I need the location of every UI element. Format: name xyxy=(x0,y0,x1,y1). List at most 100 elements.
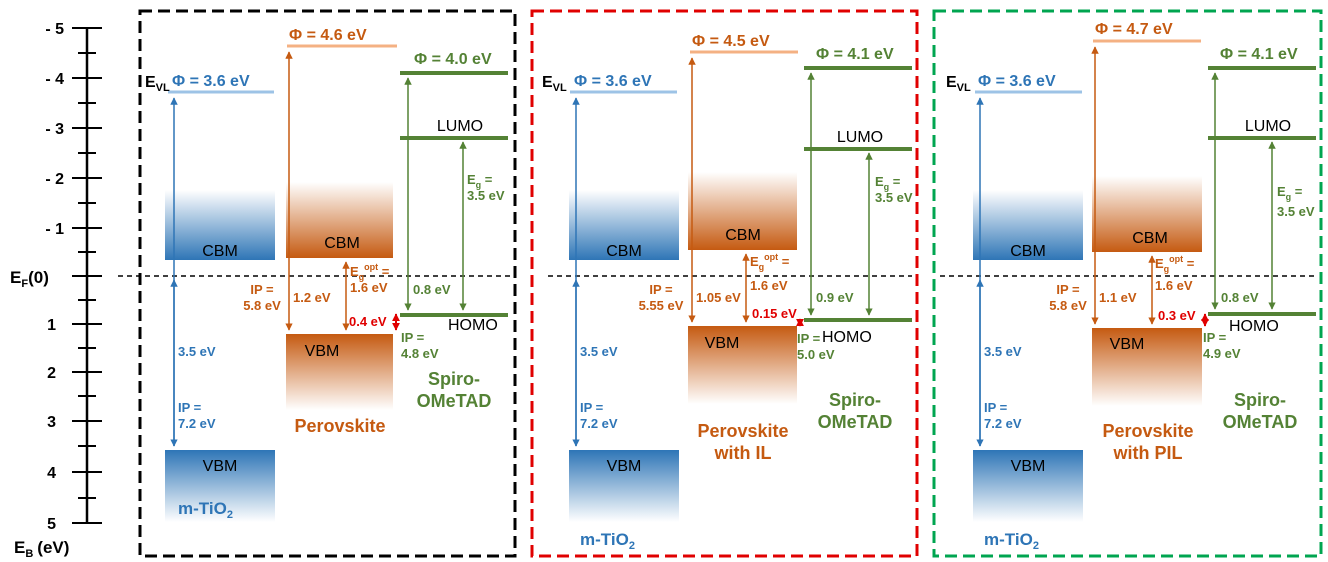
perovskite-conduction-band xyxy=(1092,176,1202,252)
spiro-ip-value: 4.8 eV xyxy=(401,346,439,361)
tio2-cbm-label: CBM xyxy=(606,243,642,260)
spiro-work-function: Φ = 4.1 eV xyxy=(816,46,894,63)
tio2-work-function: Φ = 3.6 eV xyxy=(172,73,250,90)
tio2-valence-band xyxy=(165,450,275,522)
tio2-ip-value: 7.2 eV xyxy=(984,416,1022,431)
spiro-name-line-1: Spiro- xyxy=(1234,390,1286,410)
tick-label: 2 xyxy=(47,365,56,382)
tio2-ip-value: 7.2 eV xyxy=(178,416,216,431)
tio2-valence-band xyxy=(973,450,1083,522)
perovskite-cbm-label: CBM xyxy=(1132,230,1168,247)
perovskite-name-line-1: Perovskite xyxy=(697,421,788,441)
spiro-gap-value: 3.5 eV xyxy=(1277,204,1315,219)
spiro-ip-value: 5.0 eV xyxy=(797,347,835,362)
energy-axis: - 5 - 4 - 3 - 2 - 1 1 2 3 4 5 EF(0) EB (e… xyxy=(10,21,102,560)
perovskite-ip-label: IP = xyxy=(250,282,274,297)
perovskite-fermi-vbm: 1.2 eV xyxy=(293,290,331,305)
valence-band-offset: 0.4 eV xyxy=(349,314,387,329)
spiro-gap-label: Eg = xyxy=(875,174,901,192)
spiro-lumo-label: LUMO xyxy=(1245,118,1291,135)
perovskite-optical-gap-label: Egopt = xyxy=(1155,254,1195,274)
tick-label: 4 xyxy=(47,465,56,482)
perovskite-name: Perovskite xyxy=(294,416,385,436)
perovskite-work-function: Φ = 4.6 eV xyxy=(289,27,367,44)
spiro-fermi-homo: 0.9 eV xyxy=(816,290,854,305)
fermi-level-label: EF(0) xyxy=(10,268,49,290)
perovskite-optical-gap-value: 1.6 eV xyxy=(1155,278,1193,293)
spiro-ip-label: IP = xyxy=(797,331,821,346)
spiro-name-line-1: Spiro- xyxy=(428,369,480,389)
spiro-work-function: Φ = 4.0 eV xyxy=(414,51,492,68)
panel-perovskite-with-pil: EVL Φ = 3.6 eV CBM VBM 3.5 eV IP = 7.2 e… xyxy=(932,9,1323,558)
tio2-ip-label: IP = xyxy=(580,400,604,415)
vacuum-level-label: EVL xyxy=(946,74,971,94)
perovskite-cbm-label: CBM xyxy=(324,235,360,252)
tio2-name: m-TiO2 xyxy=(178,499,233,521)
tio2-ip-value: 7.2 eV xyxy=(580,416,618,431)
perovskite-work-function: Φ = 4.7 eV xyxy=(1095,21,1173,38)
tio2-work-function: Φ = 3.6 eV xyxy=(978,73,1056,90)
tio2-name: m-TiO2 xyxy=(984,530,1039,552)
perovskite-work-function: Φ = 4.5 eV xyxy=(692,33,770,50)
perovskite-conduction-band xyxy=(688,172,797,250)
perovskite-fermi-vbm: 1.05 eV xyxy=(696,290,741,305)
perovskite-name-line-2: with IL xyxy=(714,443,772,463)
spiro-fermi-homo: 0.8 eV xyxy=(1221,290,1259,305)
panel-border xyxy=(932,9,1323,558)
perovskite-valence-band xyxy=(286,334,393,410)
perovskite-optical-gap-label: Egopt = xyxy=(750,252,790,272)
perovskite-name-line-1: Perovskite xyxy=(1102,421,1193,441)
spiro-homo-label: HOMO xyxy=(448,317,498,334)
perovskite-cbm-label: CBM xyxy=(725,227,761,244)
tio2-vbm-label: VBM xyxy=(1011,458,1046,475)
valence-band-offset: 0.3 eV xyxy=(1158,308,1196,323)
tick-label: - 2 xyxy=(45,171,64,188)
spiro-name-line-1: Spiro- xyxy=(829,390,881,410)
tio2-gap-value: 3.5 eV xyxy=(580,344,618,359)
binding-energy-label: EB (eV) xyxy=(14,538,69,560)
spiro-name-line-2: OMeTAD xyxy=(1223,412,1298,432)
tio2-vbm-label: VBM xyxy=(203,458,238,475)
spiro-gap-label: Eg = xyxy=(467,172,493,190)
perovskite-name-line-2: with PIL xyxy=(1113,443,1183,463)
spiro-homo-label: HOMO xyxy=(822,329,872,346)
tick-label: - 3 xyxy=(45,121,64,138)
spiro-ip-label: IP = xyxy=(1203,330,1227,345)
tio2-conduction-band xyxy=(165,190,275,260)
tio2-gap-value: 3.5 eV xyxy=(178,344,216,359)
tick-label: 3 xyxy=(47,414,56,431)
spiro-ip-value: 4.9 eV xyxy=(1203,346,1241,361)
perovskite-ip-label: IP = xyxy=(1056,282,1080,297)
tio2-cbm-label: CBM xyxy=(1010,243,1046,260)
tick-label: 5 xyxy=(47,516,56,533)
perovskite-vbm-label: VBM xyxy=(305,343,340,360)
tio2-name: m-TiO2 xyxy=(580,530,635,552)
vacuum-level-label: EVL xyxy=(145,74,170,94)
tick-label: - 5 xyxy=(45,21,64,38)
tio2-conduction-band xyxy=(973,190,1083,260)
tio2-cbm-label: CBM xyxy=(202,243,238,260)
perovskite-valence-band xyxy=(688,326,797,404)
tio2-work-function: Φ = 3.6 eV xyxy=(574,73,652,90)
tio2-ip-label: IP = xyxy=(178,400,202,415)
tio2-ip-label: IP = xyxy=(984,400,1008,415)
perovskite-vbm-label: VBM xyxy=(1110,336,1145,353)
tick-label: - 4 xyxy=(45,71,64,88)
perovskite-ip-value: 5.55 eV xyxy=(639,298,684,313)
spiro-gap-value: 3.5 eV xyxy=(467,188,505,203)
spiro-work-function: Φ = 4.1 eV xyxy=(1220,46,1298,63)
tick-label: - 1 xyxy=(45,221,64,238)
spiro-fermi-homo: 0.8 eV xyxy=(413,282,451,297)
vacuum-level-label: EVL xyxy=(542,74,567,94)
panel-perovskite-with-il: EVL Φ = 3.6 eV CBM VBM 3.5 eV IP = 7.2 e… xyxy=(530,9,919,558)
spiro-lumo-label: LUMO xyxy=(437,118,483,135)
valence-band-offset: 0.15 eV xyxy=(752,306,797,321)
spiro-name-line-2: OMeTAD xyxy=(417,391,492,411)
perovskite-ip-value: 5.8 eV xyxy=(1049,298,1087,313)
perovskite-ip-label: IP = xyxy=(649,282,673,297)
perovskite-fermi-vbm: 1.1 eV xyxy=(1099,290,1137,305)
spiro-ip-label: IP = xyxy=(401,330,425,345)
spiro-name-line-2: OMeTAD xyxy=(818,412,893,432)
tio2-gap-value: 3.5 eV xyxy=(984,344,1022,359)
